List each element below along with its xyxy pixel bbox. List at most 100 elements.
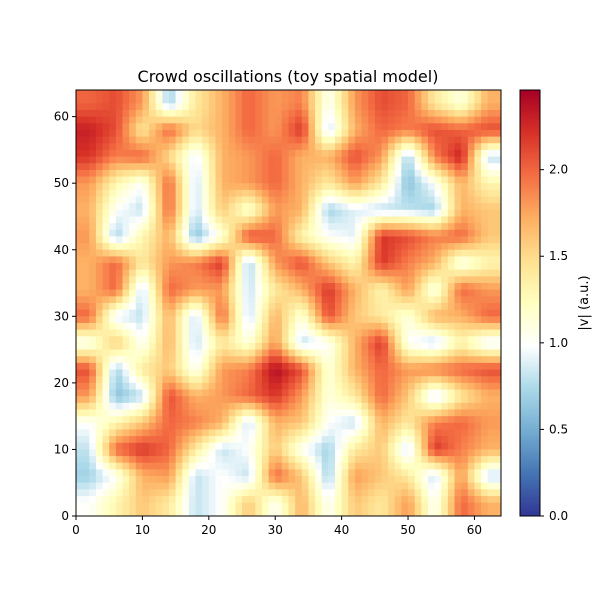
heatmap-cell (222, 342, 230, 350)
heatmap-cell (168, 236, 177, 244)
heatmap-cell (149, 249, 157, 257)
heatmap-cell (228, 263, 236, 271)
heatmap-cell (76, 176, 84, 184)
heatmap-cell (434, 296, 442, 304)
heatmap-cell (414, 362, 422, 370)
heatmap-cell (394, 496, 402, 504)
heatmap-cell (281, 216, 289, 224)
heatmap-cell (281, 143, 289, 151)
heatmap-cell (95, 176, 103, 184)
heatmap-cell (248, 336, 256, 344)
heatmap-cell (175, 283, 183, 291)
heatmap-cell (487, 322, 495, 331)
heatmap-cell (182, 263, 190, 271)
heatmap-cell (142, 129, 150, 137)
heatmap-cell (394, 489, 402, 497)
heatmap-cell (487, 462, 495, 470)
heatmap-cell (434, 109, 442, 118)
heatmap-cell (195, 163, 203, 171)
heatmap-cell (222, 203, 230, 211)
heatmap-cell (414, 289, 422, 297)
heatmap-cell (281, 196, 289, 204)
heatmap-cell (447, 409, 455, 417)
heatmap-cell (202, 156, 210, 164)
heatmap-cell (228, 143, 236, 151)
heatmap-cell (135, 263, 143, 271)
heatmap-cell (268, 476, 276, 484)
heatmap-cell (202, 489, 210, 497)
heatmap-cell (248, 322, 256, 331)
heatmap-cell (162, 496, 170, 504)
heatmap-cell (275, 196, 283, 204)
heatmap-cell (242, 236, 250, 244)
heatmap-cell (275, 223, 283, 231)
heatmap-cell (182, 429, 190, 437)
heatmap-cell (341, 249, 349, 257)
heatmap-cell (215, 203, 223, 211)
heatmap-cell (341, 216, 349, 224)
heatmap-cell (182, 136, 190, 144)
heatmap-cell (76, 156, 84, 164)
heatmap-cell (301, 90, 309, 98)
heatmap-cell (421, 216, 429, 224)
heatmap-cell (361, 283, 369, 291)
heatmap-cell (348, 509, 356, 517)
heatmap-cell (188, 316, 196, 324)
heatmap-cell (215, 322, 223, 331)
heatmap-cell (89, 249, 97, 257)
heatmap-cell (474, 123, 482, 131)
heatmap-cell (122, 436, 130, 444)
heatmap-cell (328, 276, 336, 284)
heatmap-cell (142, 416, 150, 424)
heatmap-cell (275, 256, 283, 264)
heatmap-cell (447, 229, 455, 237)
heatmap-cell (122, 356, 130, 364)
heatmap-cell (295, 256, 303, 264)
heatmap-cell (334, 263, 343, 271)
heatmap-cell (388, 303, 396, 311)
heatmap-cell (95, 362, 103, 370)
heatmap-cell (182, 156, 190, 164)
heatmap-cell (454, 176, 462, 184)
heatmap-cell (315, 269, 323, 277)
heatmap-cell (334, 176, 343, 184)
heatmap-cell (481, 183, 489, 191)
heatmap-cell (175, 196, 183, 204)
heatmap-cell (182, 216, 190, 224)
heatmap-cell (461, 509, 469, 517)
heatmap-cell (388, 456, 396, 464)
heatmap-cell (321, 336, 329, 344)
heatmap-cell (255, 196, 263, 204)
heatmap-cell (275, 296, 283, 304)
heatmap-cell (427, 256, 435, 264)
heatmap-cell (434, 103, 442, 111)
heatmap-cell (427, 149, 435, 157)
heatmap-cell (109, 496, 117, 504)
heatmap-cell (281, 396, 289, 404)
heatmap-cell (421, 123, 429, 131)
heatmap-cell (328, 123, 336, 131)
heatmap-cell (388, 163, 396, 171)
heatmap-cell (208, 183, 216, 191)
heatmap-cell (248, 342, 256, 350)
heatmap-cell (76, 223, 84, 231)
heatmap-cell (255, 169, 263, 177)
heatmap-cell (328, 489, 336, 497)
heatmap-cell (328, 296, 336, 304)
heatmap-cell (109, 349, 117, 357)
heatmap-cell (228, 243, 236, 251)
heatmap-cell (142, 442, 150, 450)
heatmap-cell (461, 456, 469, 464)
heatmap-cell (95, 456, 103, 464)
heatmap-cell (481, 136, 489, 144)
heatmap-cell (334, 369, 343, 377)
heatmap-cell (182, 109, 190, 118)
heatmap-cell (268, 143, 276, 151)
heatmap-cell (374, 369, 382, 377)
heatmap-cell (82, 196, 90, 204)
heatmap-cell (368, 436, 376, 444)
heatmap-cell (122, 389, 130, 397)
heatmap-cell (494, 489, 502, 497)
heatmap-cell (95, 156, 103, 164)
heatmap-cell (447, 422, 455, 430)
